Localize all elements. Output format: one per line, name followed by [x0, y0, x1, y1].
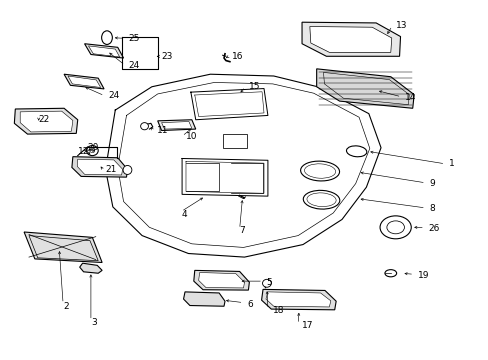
Ellipse shape: [141, 123, 148, 130]
Ellipse shape: [90, 148, 95, 153]
Polygon shape: [316, 69, 413, 108]
Polygon shape: [158, 120, 195, 131]
Text: 24: 24: [108, 91, 119, 100]
Text: 24: 24: [128, 61, 140, 70]
Text: 17: 17: [302, 321, 313, 330]
Ellipse shape: [123, 166, 132, 175]
Ellipse shape: [306, 193, 335, 207]
Text: 8: 8: [429, 204, 435, 213]
Text: 10: 10: [185, 132, 197, 141]
Ellipse shape: [102, 31, 112, 44]
Text: 18: 18: [272, 306, 284, 315]
Text: 19: 19: [417, 270, 428, 279]
Polygon shape: [161, 122, 191, 129]
Polygon shape: [198, 273, 244, 288]
Text: 22: 22: [39, 114, 50, 123]
Circle shape: [386, 221, 404, 234]
Text: 15: 15: [249, 82, 260, 91]
Polygon shape: [14, 108, 78, 134]
Polygon shape: [24, 232, 102, 262]
Text: 25: 25: [128, 34, 140, 43]
Text: 4: 4: [181, 210, 186, 219]
Polygon shape: [265, 292, 330, 307]
Polygon shape: [302, 22, 400, 56]
Text: 20: 20: [87, 143, 99, 152]
Polygon shape: [88, 46, 120, 57]
Ellipse shape: [384, 270, 396, 277]
Polygon shape: [72, 157, 127, 177]
Polygon shape: [193, 270, 249, 290]
Text: 9: 9: [429, 179, 435, 188]
Polygon shape: [80, 263, 102, 273]
Text: 16: 16: [232, 52, 244, 61]
Text: 23: 23: [161, 52, 173, 61]
Text: 26: 26: [428, 224, 439, 233]
Text: 14: 14: [405, 93, 416, 102]
Ellipse shape: [262, 279, 271, 287]
Ellipse shape: [303, 190, 339, 209]
Polygon shape: [183, 292, 224, 306]
Bar: [222, 134, 246, 148]
Polygon shape: [68, 76, 101, 87]
Text: 6: 6: [246, 300, 252, 309]
Polygon shape: [309, 27, 391, 52]
Polygon shape: [84, 44, 123, 58]
Text: 5: 5: [266, 278, 272, 287]
Polygon shape: [20, 111, 73, 132]
Ellipse shape: [300, 161, 339, 181]
Circle shape: [379, 216, 410, 239]
Text: 1: 1: [448, 159, 454, 168]
Ellipse shape: [346, 146, 366, 157]
Text: 7: 7: [239, 226, 245, 235]
Text: 11: 11: [157, 126, 168, 135]
Text: 21: 21: [105, 165, 117, 174]
Text: 13: 13: [395, 21, 407, 30]
Text: 3: 3: [91, 318, 97, 327]
Text: 12: 12: [78, 147, 89, 156]
Polygon shape: [261, 289, 335, 310]
Ellipse shape: [86, 145, 98, 156]
Polygon shape: [64, 74, 104, 89]
Text: 2: 2: [63, 302, 69, 311]
Polygon shape: [77, 159, 122, 175]
Ellipse shape: [304, 164, 335, 178]
